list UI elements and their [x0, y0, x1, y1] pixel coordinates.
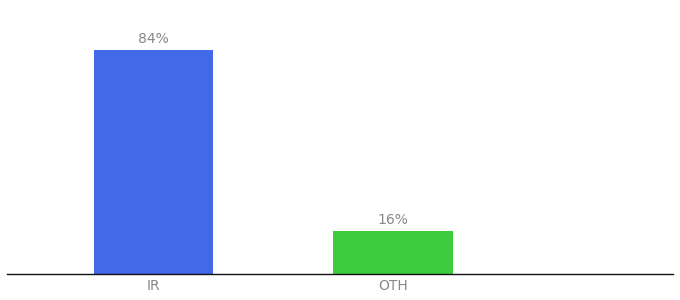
Bar: [333, 231, 454, 274]
Text: 84%: 84%: [138, 32, 169, 46]
Bar: [94, 50, 214, 274]
Text: 16%: 16%: [378, 213, 409, 227]
